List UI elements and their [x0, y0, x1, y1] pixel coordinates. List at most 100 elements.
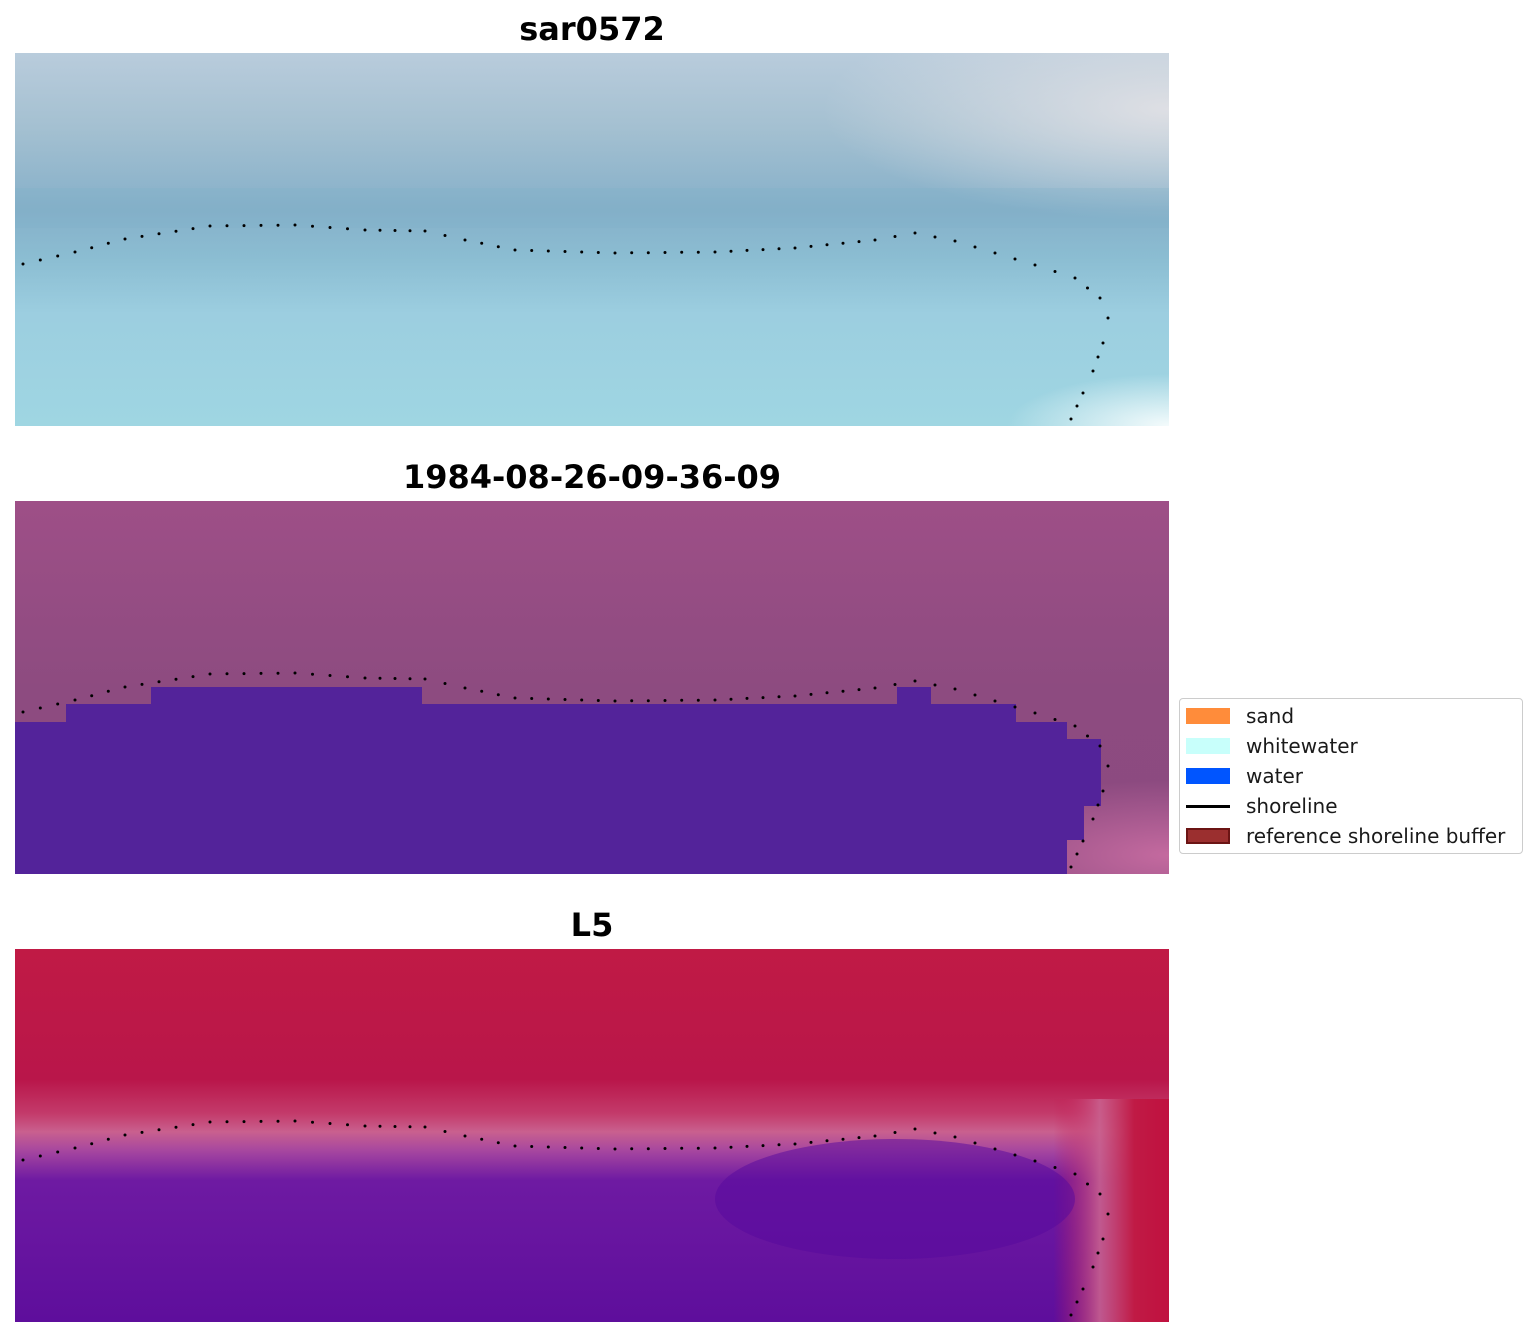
shoreline-point [580, 250, 584, 254]
shoreline-point [1073, 1172, 1077, 1176]
legend-label: shoreline [1246, 794, 1338, 818]
shoreline-point [793, 694, 797, 698]
shoreline-point [259, 223, 263, 227]
shoreline-point [1033, 711, 1037, 715]
classification-image [15, 501, 1169, 874]
shoreline-point [1106, 1212, 1110, 1216]
shoreline-point [1053, 1166, 1057, 1169]
shoreline-point [293, 1119, 297, 1123]
shoreline-point [423, 229, 427, 233]
shoreline-point [1033, 263, 1037, 267]
shoreline-point [729, 1145, 733, 1149]
shoreline-point [530, 697, 534, 700]
shoreline-point [1096, 1251, 1100, 1255]
shoreline-point [546, 249, 550, 253]
shoreline-point [1101, 341, 1105, 345]
shoreline-point [443, 234, 447, 237]
shoreline-point [1091, 1265, 1095, 1269]
shoreline-point [630, 251, 634, 255]
shoreline-point [328, 674, 332, 677]
shoreline-point [1075, 1300, 1079, 1304]
shoreline-point [761, 1144, 765, 1148]
shoreline-point [1073, 724, 1077, 728]
legend-label: water [1246, 764, 1303, 788]
shoreline-point [777, 247, 781, 251]
shoreline-point [378, 1124, 382, 1128]
shoreline-point [157, 1128, 161, 1132]
shoreline-point [1075, 404, 1079, 408]
shoreline-point [21, 710, 25, 714]
shoreline-point [174, 229, 178, 233]
shoreline-point [56, 702, 60, 706]
shoreline-point [242, 1120, 246, 1124]
shoreline-point [580, 1146, 584, 1150]
shoreline-point [809, 692, 813, 696]
shoreline-point [276, 223, 280, 227]
shoreline-point [174, 677, 178, 681]
shoreline-point [857, 1136, 861, 1140]
shoreline-line [21, 671, 1110, 869]
shoreline-point [363, 676, 367, 680]
panel-title-satellite: L5 [570, 906, 614, 944]
shoreline-point [793, 1142, 797, 1146]
shoreline-point [174, 1125, 178, 1129]
shoreline-point [993, 1147, 997, 1151]
shoreline-point [443, 682, 447, 685]
shoreline-point [208, 672, 212, 676]
shoreline-point [893, 235, 897, 238]
shoreline-point [423, 677, 427, 681]
shoreline-point [140, 1130, 144, 1134]
shoreline-point [123, 685, 127, 689]
shoreline-point [276, 1119, 280, 1123]
shoreline-point [1013, 1153, 1017, 1157]
legend-item-shoreline: shoreline [1186, 794, 1338, 818]
shoreline-point [993, 251, 997, 255]
shoreline-point [191, 1123, 195, 1127]
shoreline-point [1053, 718, 1057, 721]
shoreline-point [1098, 296, 1102, 300]
shoreline-point [513, 1144, 517, 1148]
shoreline-point [713, 1146, 717, 1150]
shoreline-point [480, 1137, 484, 1141]
shoreline-point [613, 1147, 617, 1151]
shoreline-point [596, 251, 600, 254]
shoreline-point [408, 1125, 412, 1129]
shoreline-point [1075, 852, 1079, 856]
shoreline-point [328, 226, 332, 229]
shoreline-point [346, 227, 349, 231]
shoreline-point [1069, 417, 1073, 421]
shoreline-point [496, 245, 500, 249]
shoreline-point [513, 696, 517, 700]
shoreline-point [106, 1137, 110, 1141]
shoreline-point [293, 223, 297, 227]
shoreline-point [1098, 1192, 1102, 1196]
legend-item-water: water [1186, 764, 1303, 788]
shoreline-point [913, 679, 917, 683]
index-image [15, 949, 1169, 1322]
shoreline-point [90, 694, 94, 698]
shoreline-point [463, 1134, 467, 1138]
shoreline-point [1086, 1182, 1089, 1186]
shoreline-point [1013, 257, 1017, 261]
shoreline-point [225, 1120, 229, 1124]
shoreline-point [745, 696, 749, 700]
shoreline-point [713, 250, 717, 254]
shoreline-point [596, 1147, 600, 1150]
shoreline-point [242, 224, 246, 228]
shoreline-point [530, 249, 534, 252]
shoreline-point [73, 1146, 77, 1150]
shoreline-point [953, 687, 957, 691]
shoreline-point [225, 672, 229, 676]
shoreline-point [106, 241, 110, 245]
shoreline-point [873, 1134, 877, 1138]
shoreline-point [38, 258, 42, 262]
shoreline-point [123, 237, 127, 241]
shoreline-point [463, 686, 467, 690]
shoreline-point [745, 248, 749, 252]
shoreline-point [423, 1125, 427, 1129]
panel-title-rgb: sar0572 [519, 10, 665, 48]
shoreline-point [393, 229, 397, 232]
shoreline-point [857, 240, 861, 244]
shoreline-point [893, 683, 897, 686]
shoreline-point [1106, 764, 1110, 768]
